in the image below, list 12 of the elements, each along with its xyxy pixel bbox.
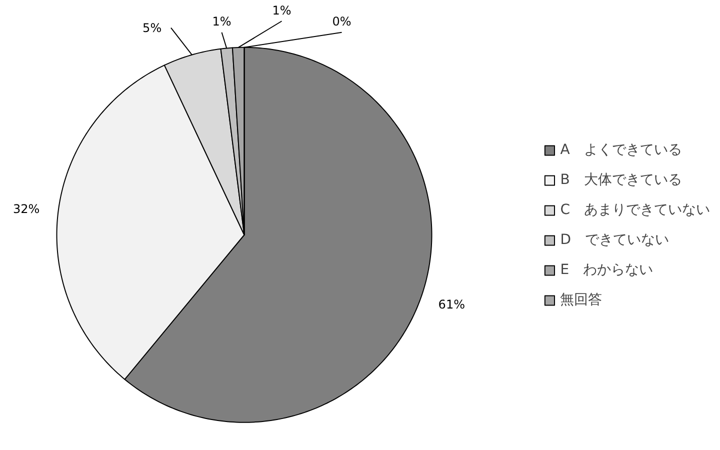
legend-label: B 大体できている	[560, 171, 682, 189]
data-label: 61%	[438, 298, 465, 312]
data-label: 1%	[272, 3, 292, 18]
data-label: 32%	[12, 202, 40, 216]
legend-label: A よくできている	[560, 141, 682, 159]
legend-label: 無回答	[560, 291, 602, 309]
legend-label: C あまりできていない	[560, 201, 710, 219]
data-label: 5%	[142, 20, 162, 35]
legend-label: D できていない	[560, 231, 669, 249]
data-label: 1%	[212, 14, 232, 29]
legend-label: E わからない	[560, 261, 654, 279]
text: 0%	[332, 14, 352, 29]
